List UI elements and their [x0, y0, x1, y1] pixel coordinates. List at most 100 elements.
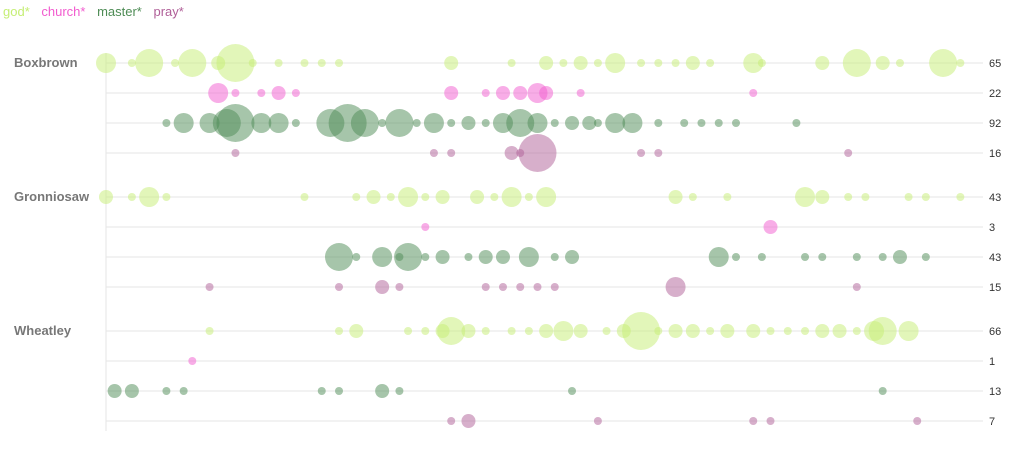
bubble[interactable]	[444, 56, 459, 70]
bubble[interactable]	[501, 187, 522, 207]
bubble[interactable]	[801, 327, 810, 335]
bubble[interactable]	[423, 113, 444, 133]
bubble[interactable]	[421, 327, 430, 335]
bubble[interactable]	[582, 116, 597, 130]
bubble[interactable]	[231, 149, 240, 157]
bubble[interactable]	[688, 193, 697, 201]
bubble[interactable]	[685, 324, 700, 338]
bubble[interactable]	[892, 250, 907, 264]
bubble[interactable]	[507, 327, 516, 335]
legend-item-pray[interactable]: pray*	[153, 4, 184, 19]
bubble[interactable]	[921, 193, 930, 201]
bubble[interactable]	[421, 253, 430, 261]
bubble[interactable]	[507, 59, 516, 67]
bubble[interactable]	[757, 253, 766, 261]
bubble[interactable]	[720, 324, 735, 338]
bubble[interactable]	[665, 277, 686, 297]
bubble[interactable]	[495, 86, 510, 100]
bubble[interactable]	[421, 223, 430, 231]
bubble[interactable]	[565, 250, 580, 264]
bubble[interactable]	[622, 312, 661, 350]
bubble[interactable]	[602, 327, 611, 335]
bubble[interactable]	[516, 283, 525, 291]
bubble[interactable]	[412, 119, 421, 127]
bubble[interactable]	[99, 190, 113, 204]
bubble[interactable]	[378, 119, 387, 127]
bubble[interactable]	[524, 327, 533, 335]
bubble[interactable]	[743, 53, 764, 73]
bubble[interactable]	[478, 250, 493, 264]
bubble[interactable]	[335, 283, 344, 291]
bubble[interactable]	[844, 149, 853, 157]
bubble[interactable]	[852, 327, 861, 335]
bubble[interactable]	[801, 253, 810, 261]
bubble[interactable]	[593, 59, 602, 67]
bubble[interactable]	[792, 119, 801, 127]
bubble[interactable]	[553, 321, 574, 341]
bubble[interactable]	[757, 59, 766, 67]
bubble[interactable]	[107, 384, 122, 398]
bubble[interactable]	[335, 387, 344, 395]
bubble[interactable]	[518, 247, 539, 267]
bubble[interactable]	[605, 113, 626, 133]
bubble[interactable]	[605, 53, 626, 73]
bubble[interactable]	[271, 86, 286, 100]
bubble[interactable]	[447, 119, 456, 127]
bubble[interactable]	[568, 387, 577, 395]
bubble[interactable]	[668, 190, 683, 204]
bubble[interactable]	[815, 56, 830, 70]
bubble[interactable]	[815, 324, 830, 338]
bubble[interactable]	[723, 193, 732, 201]
bubble[interactable]	[461, 116, 476, 130]
bubble[interactable]	[504, 146, 519, 160]
bubble[interactable]	[550, 119, 559, 127]
bubble[interactable]	[506, 109, 535, 137]
bubble[interactable]	[929, 49, 958, 77]
bubble[interactable]	[550, 253, 559, 261]
bubble[interactable]	[291, 89, 300, 97]
bubble[interactable]	[481, 119, 490, 127]
bubble[interactable]	[162, 387, 171, 395]
bubble[interactable]	[394, 243, 423, 271]
bubble[interactable]	[895, 59, 904, 67]
bubble[interactable]	[205, 327, 214, 335]
bubble[interactable]	[795, 187, 816, 207]
bubble[interactable]	[317, 59, 326, 67]
bubble[interactable]	[513, 86, 528, 100]
bubble[interactable]	[444, 86, 459, 100]
bubble[interactable]	[749, 417, 758, 425]
bubble[interactable]	[518, 134, 557, 172]
bubble[interactable]	[139, 187, 160, 207]
bubble[interactable]	[956, 193, 965, 201]
bubble[interactable]	[386, 193, 395, 201]
bubble[interactable]	[178, 49, 207, 77]
bubble[interactable]	[124, 384, 139, 398]
bubble[interactable]	[565, 116, 580, 130]
bubble[interactable]	[875, 56, 890, 70]
bubble[interactable]	[746, 324, 761, 338]
bubble[interactable]	[461, 324, 476, 338]
bubble[interactable]	[352, 193, 361, 201]
bubble[interactable]	[536, 187, 557, 207]
bubble[interactable]	[495, 250, 510, 264]
bubble[interactable]	[490, 193, 499, 201]
bubble[interactable]	[96, 53, 116, 73]
bubble[interactable]	[385, 109, 414, 137]
bubble[interactable]	[325, 243, 354, 271]
bubble[interactable]	[435, 250, 450, 264]
bubble[interactable]	[576, 89, 585, 97]
bubble[interactable]	[127, 193, 136, 201]
bubble[interactable]	[481, 327, 490, 335]
bubble[interactable]	[533, 283, 542, 291]
bubble[interactable]	[429, 149, 438, 157]
bubble[interactable]	[171, 59, 180, 67]
bubble[interactable]	[481, 89, 490, 97]
legend-item-church[interactable]: church*	[41, 4, 86, 19]
bubble[interactable]	[763, 220, 778, 234]
bubble[interactable]	[375, 384, 390, 398]
bubble[interactable]	[898, 321, 919, 341]
bubble[interactable]	[766, 327, 775, 335]
bubble[interactable]	[680, 119, 689, 127]
bubble[interactable]	[668, 324, 683, 338]
bubble[interactable]	[317, 387, 326, 395]
